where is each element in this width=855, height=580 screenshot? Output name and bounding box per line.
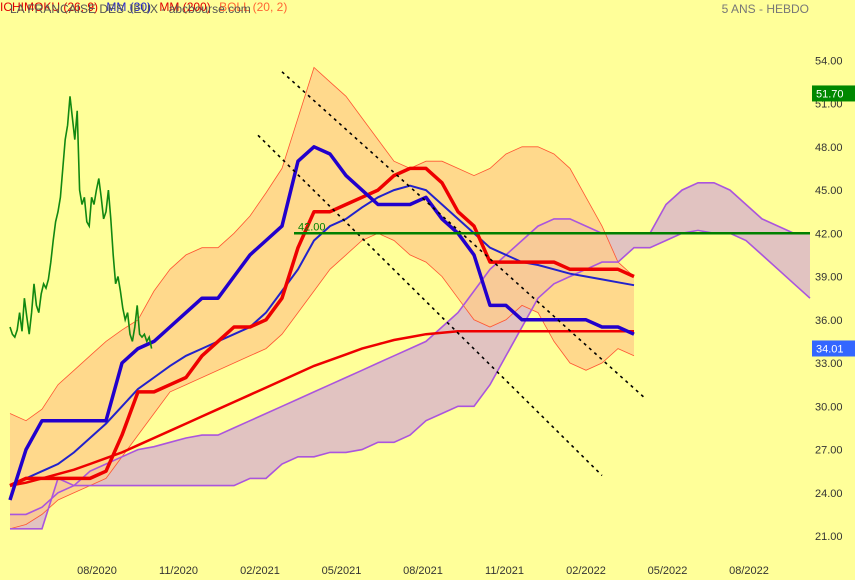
y-tick-label: 42.00 bbox=[815, 228, 843, 240]
legend-mm200: MM (200) bbox=[159, 0, 211, 14]
ichimoku-kijun-line bbox=[8, 145, 635, 501]
ichimoku-cloud bbox=[10, 182, 810, 529]
y-tick-label: 24.00 bbox=[815, 488, 843, 500]
trend-line-2 bbox=[281, 71, 647, 400]
x-tick-label: 05/2022 bbox=[648, 565, 688, 577]
x-tick-label: 02/2021 bbox=[240, 565, 280, 577]
period-label: 5 ANS - HEBDO bbox=[721, 2, 809, 16]
y-tick-label: 33.00 bbox=[815, 358, 843, 370]
y-tick-label: 27.00 bbox=[815, 445, 843, 457]
cloud-span-a-line bbox=[10, 182, 810, 516]
annotation-layer: 42.00 bbox=[257, 71, 810, 477]
resistance-line-label: 42.00 bbox=[298, 221, 326, 233]
price-badge-label-1: 51.70 bbox=[816, 88, 844, 100]
x-tick-label: 05/2021 bbox=[322, 565, 362, 577]
x-tick-label: 08/2020 bbox=[77, 565, 117, 577]
ichimoku-tenkan-line bbox=[9, 166, 635, 488]
x-tick-label: 02/2022 bbox=[566, 565, 606, 577]
y-tick-label: 54.00 bbox=[815, 55, 843, 67]
y-tick-label: 36.00 bbox=[815, 315, 843, 327]
x-tick-label: 11/2021 bbox=[485, 565, 524, 577]
y-tick-label: 21.00 bbox=[815, 531, 843, 543]
bollinger-band-fill bbox=[10, 67, 634, 529]
x-tick-label: 08/2022 bbox=[729, 565, 769, 577]
bollinger-lower-line bbox=[9, 232, 635, 530]
fill-layer bbox=[10, 67, 810, 529]
legend-boll: BOLL (20, 2) bbox=[219, 0, 288, 14]
price-badge-bg-2 bbox=[812, 340, 855, 357]
price-badge-bg-1 bbox=[812, 85, 855, 102]
y-tick-label: 48.00 bbox=[815, 142, 843, 154]
chart-title: LA FRANCAISE DES JEUX - abcbourse.com bbox=[10, 2, 251, 16]
y-tick-label: 39.00 bbox=[815, 272, 843, 284]
legend-ichimoku: ICHIMOKU (26, 9) bbox=[0, 0, 99, 14]
price-badge-label-2: 34.01 bbox=[816, 343, 844, 355]
legend-mm30: MM (30) bbox=[106, 0, 152, 14]
cloud-span-b-line bbox=[10, 229, 811, 530]
legend: ICHIMOKU (26, 9) MM (30) MM (200) BOLL (… bbox=[0, 0, 855, 14]
bollinger-upper-line bbox=[9, 66, 635, 422]
x-tick-label: 11/2020 bbox=[159, 565, 198, 577]
x-tick-label: 08/2021 bbox=[403, 565, 443, 577]
y-tick-label: 30.00 bbox=[815, 401, 843, 413]
y-tick-label: 45.00 bbox=[815, 185, 843, 197]
axes-layer: 21.00 24.00 27.00 30.00 33.00 36.00 39.00 42.00… bbox=[77, 55, 855, 577]
close-price-line bbox=[9, 96, 153, 349]
y-tick-label: 51.00 bbox=[815, 99, 843, 111]
